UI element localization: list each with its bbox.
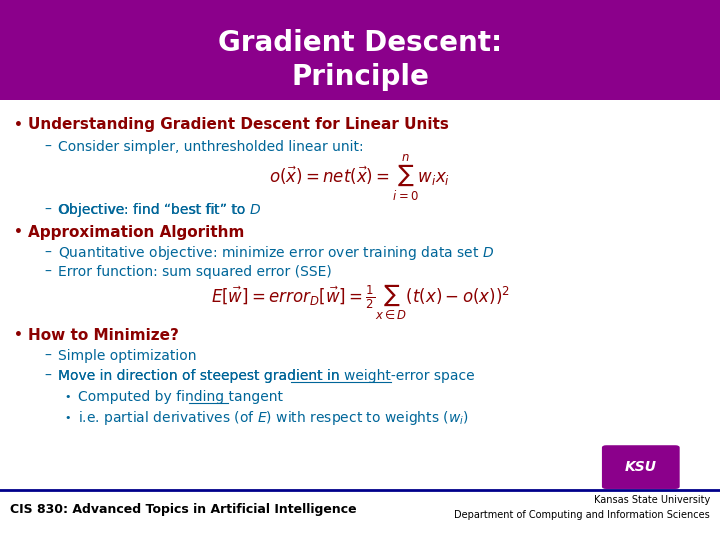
FancyBboxPatch shape — [0, 0, 720, 100]
Text: Consider simpler, unthresholded linear unit:: Consider simpler, unthresholded linear u… — [58, 140, 364, 154]
Text: –: – — [45, 246, 51, 260]
Text: Objective: find “best fit” to: Objective: find “best fit” to — [58, 203, 250, 217]
Text: Quantitative objective: minimize error over training data set $D$: Quantitative objective: minimize error o… — [58, 244, 494, 262]
Text: How to Minimize?: How to Minimize? — [28, 327, 179, 342]
Text: –: – — [45, 265, 51, 279]
Text: •: • — [14, 225, 22, 239]
Text: •: • — [65, 413, 71, 423]
Text: KSU: KSU — [625, 460, 657, 474]
Text: –: – — [45, 203, 51, 217]
Text: Gradient Descent:: Gradient Descent: — [218, 29, 502, 57]
Text: –: – — [45, 369, 51, 383]
FancyBboxPatch shape — [602, 445, 680, 489]
Text: Simple optimization: Simple optimization — [58, 349, 197, 363]
Text: •: • — [14, 118, 22, 132]
Text: Error function: sum squared error (SSE): Error function: sum squared error (SSE) — [58, 265, 332, 279]
Text: Approximation Algorithm: Approximation Algorithm — [28, 225, 244, 240]
Text: Objective: find “best fit” to $D$: Objective: find “best fit” to $D$ — [58, 201, 261, 219]
Text: Principle: Principle — [291, 63, 429, 91]
Text: Computed by finding tangent: Computed by finding tangent — [78, 390, 283, 404]
Text: i.e. partial derivatives (of $E$) with respect to weights ($w_i$): i.e. partial derivatives (of $E$) with r… — [78, 409, 469, 427]
Text: $E[\vec{w}] = error_D[\vec{w}] = \frac{1}{2}\sum_{x \in D}(t(x)-o(x))^2$: $E[\vec{w}] = error_D[\vec{w}] = \frac{1… — [210, 283, 510, 321]
Text: •: • — [14, 328, 22, 342]
Text: Kansas State University: Kansas State University — [594, 495, 710, 505]
Text: CIS 830: Advanced Topics in Artificial Intelligence: CIS 830: Advanced Topics in Artificial I… — [10, 503, 356, 516]
Text: Department of Computing and Information Sciences: Department of Computing and Information … — [454, 510, 710, 520]
Text: Understanding Gradient Descent for Linear Units: Understanding Gradient Descent for Linea… — [28, 118, 449, 132]
Text: •: • — [65, 392, 71, 402]
Text: Move in direction of steepest gradient in: Move in direction of steepest gradient i… — [58, 369, 344, 383]
Text: $o(\vec{x}) = net(\vec{x}) = \sum_{i=0}^{n} w_i x_i$: $o(\vec{x}) = net(\vec{x}) = \sum_{i=0}^… — [269, 153, 451, 203]
Text: –: – — [45, 140, 51, 154]
Text: –: – — [45, 349, 51, 363]
Text: Move in direction of steepest gradient in weight-error space: Move in direction of steepest gradient i… — [58, 369, 474, 383]
